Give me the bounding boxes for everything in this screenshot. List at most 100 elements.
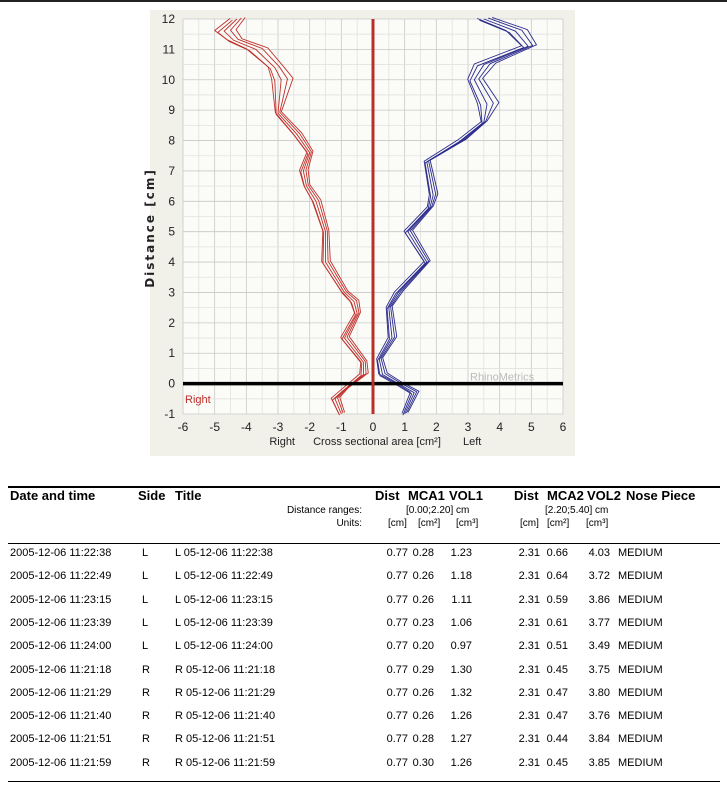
header-dist1: Dist — [375, 488, 400, 503]
unit: [cm] — [520, 518, 539, 529]
x-tick-label: 4 — [496, 420, 503, 434]
x-tick-label: 3 — [465, 420, 472, 434]
units-label: Units: — [336, 518, 362, 529]
x-tick-label: 2 — [433, 420, 440, 434]
y-tick-label: 2 — [168, 316, 175, 330]
header-rule — [8, 543, 720, 544]
table-cell: 0.47 — [546, 710, 568, 723]
table-cell: L — [142, 593, 149, 606]
table-cell: 1.23 — [450, 547, 472, 559]
table-cell: 0.30 — [412, 756, 434, 769]
y-axis-label: Distance [cm] — [143, 168, 157, 288]
table-cell: L 05-12-06 11:23:39 — [175, 616, 273, 629]
watermark: RhinoMetrics — [470, 372, 535, 384]
table-cell: 0.77 — [386, 733, 408, 746]
table-cell: MEDIUM — [618, 570, 663, 583]
side-label: Right — [185, 394, 211, 406]
y-tick-label: 7 — [168, 164, 175, 178]
table-cell: L 05-12-06 11:24:00 — [175, 640, 273, 653]
table-cell: 0.23 — [412, 616, 434, 629]
table-cell: 0.77 — [386, 663, 408, 676]
table-cell: 1.32 — [450, 686, 472, 699]
table-cell: 0.29 — [412, 663, 434, 676]
table-top-rule — [8, 486, 720, 488]
table-cell: 0.20 — [412, 640, 434, 653]
table-cell: 2.31 — [518, 570, 540, 583]
unit: [cm] — [388, 518, 407, 529]
table-cell: 2005-12-06 11:23:15 — [10, 593, 112, 606]
table-cell: 3.76 — [588, 710, 610, 723]
table-cell: 0.77 — [386, 710, 408, 723]
y-tick-label: 8 — [168, 134, 175, 148]
y-tick-label: 11 — [163, 42, 176, 56]
table-cell: 2.31 — [518, 663, 540, 676]
top-rule — [0, 0, 727, 2]
table-row: 2005-12-06 11:23:15 L L 05-12-06 11:23:15 0… — [8, 591, 720, 611]
table-cell: 0.28 — [412, 547, 434, 559]
table-cell: 0.26 — [412, 593, 434, 606]
table-cell: L 05-12-06 11:23:15 — [175, 593, 273, 606]
table-cell: 0.77 — [386, 547, 408, 559]
table-cell: 3.77 — [588, 616, 610, 629]
table-cell: R 05-12-06 11:21:18 — [175, 663, 276, 676]
series-line-left — [376, 17, 523, 414]
table-cell: 3.86 — [588, 593, 610, 606]
table-cell: 1.11 — [451, 593, 472, 606]
unit: [cm³] — [586, 518, 609, 529]
range2: [2.20;5.40] cm — [545, 505, 609, 516]
y-tick-label: 10 — [162, 73, 176, 87]
header-vol2: VOL2 — [587, 488, 621, 503]
table-row: 2005-12-06 11:22:38 L L 05-12-06 11:22:38 0… — [8, 544, 720, 564]
table-cell: 1.27 — [450, 733, 472, 746]
x-tick-label: -6 — [178, 420, 189, 434]
y-tick-label: 3 — [168, 285, 175, 299]
x-tick-label: 0 — [370, 420, 377, 434]
table-cell: 2.31 — [518, 710, 540, 723]
table-cell: 0.66 — [546, 547, 568, 559]
table-row: 2005-12-06 11:23:39 L L 05-12-06 11:23:39 0… — [8, 614, 720, 634]
table-cell: MEDIUM — [618, 663, 663, 676]
table-cell: 0.77 — [386, 640, 408, 653]
table-cell: 0.59 — [546, 593, 568, 606]
table-cell: 1.30 — [450, 663, 472, 676]
x-tick-label: -3 — [273, 420, 284, 434]
table-cell: 0.45 — [546, 663, 568, 676]
table-cell: 0.51 — [546, 640, 568, 653]
table-cell: 2005-12-06 11:23:39 — [10, 616, 112, 629]
table-bottom-rule — [8, 781, 720, 782]
table-cell: R — [142, 733, 150, 746]
series-line-left — [380, 17, 534, 414]
y-tick-label: 5 — [168, 225, 175, 239]
table-cell: 2005-12-06 11:21:59 — [10, 756, 112, 769]
table-cell: 2.31 — [518, 756, 540, 769]
table-cell: 1.06 — [450, 616, 472, 629]
table-cell: 3.85 — [588, 756, 610, 769]
table-cell: R — [142, 756, 150, 769]
table-cell: 2005-12-06 11:21:29 — [10, 686, 112, 699]
table-cell: L — [142, 616, 149, 629]
table-cell: R — [142, 663, 150, 676]
table-cell: L — [142, 640, 149, 653]
table-cell: 0.44 — [546, 733, 568, 746]
table-cell: MEDIUM — [618, 640, 663, 653]
table-cell: 2.31 — [518, 547, 540, 559]
table-cell: 1.18 — [450, 570, 472, 583]
table-cell: 2005-12-06 11:22:49 — [10, 570, 112, 583]
table-cell: 2005-12-06 11:21:51 — [10, 733, 112, 746]
y-tick-label: 1 — [168, 346, 175, 360]
header-date: Date and time — [10, 488, 96, 503]
table-cell: 0.77 — [386, 686, 408, 699]
y-tick-label: -1 — [164, 407, 175, 421]
header-side: Side — [138, 488, 166, 503]
y-tick-label: 9 — [168, 103, 175, 117]
table-row: 2005-12-06 11:21:18 R R 05-12-06 11:21:18 0… — [8, 661, 720, 681]
table-cell: 0.77 — [386, 593, 408, 606]
series-line-left — [378, 18, 529, 415]
table-cell: 4.03 — [588, 547, 610, 559]
y-tick-label: 4 — [168, 255, 175, 269]
unit: [cm³] — [456, 518, 479, 529]
table-cell: 0.26 — [412, 710, 434, 723]
series-line-right — [235, 17, 369, 413]
table-cell: 2005-12-06 11:21:40 — [10, 710, 112, 723]
series-line-right — [223, 18, 364, 415]
